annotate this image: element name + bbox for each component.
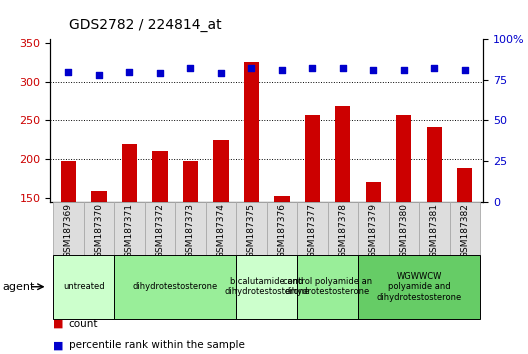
Text: GSM187374: GSM187374 [216,204,225,258]
Bar [145,202,175,258]
Bar [305,115,320,314]
Text: ■: ■ [53,340,63,350]
Text: GSM187377: GSM187377 [308,204,317,258]
Text: GSM187369: GSM187369 [64,204,73,258]
Point [64,69,73,74]
Text: GSM187382: GSM187382 [460,204,469,258]
Text: GDS2782 / 224814_at: GDS2782 / 224814_at [69,18,221,32]
Text: control polyamide an
dihydrotestosterone: control polyamide an dihydrotestosterone [283,277,372,296]
Point [186,65,195,71]
Point [369,67,378,73]
Text: dihydrotestosterone: dihydrotestosterone [133,282,218,291]
Point [308,65,317,71]
Point [430,65,439,71]
Text: GSM187370: GSM187370 [95,204,103,258]
Bar [449,202,480,258]
Point [278,67,286,73]
Point [156,70,164,76]
Bar [419,202,449,258]
Text: count: count [69,319,98,329]
Point [247,65,256,71]
Bar [206,202,236,258]
Bar [274,196,289,314]
Bar [53,255,114,319]
Text: WGWWCW
polyamide and
dihydrotestosterone: WGWWCW polyamide and dihydrotestosterone [376,272,461,302]
Bar [358,255,480,319]
Bar [366,182,381,314]
Bar [213,140,229,314]
Bar [84,202,114,258]
Text: GSM187371: GSM187371 [125,204,134,258]
Text: GSM187378: GSM187378 [338,204,347,258]
Bar [297,255,358,319]
Bar [183,161,198,314]
Bar [427,127,442,314]
Bar [267,202,297,258]
Text: percentile rank within the sample: percentile rank within the sample [69,340,244,350]
Point [125,69,134,74]
Bar [122,144,137,314]
Bar [152,150,167,314]
Bar [358,202,389,258]
Bar [236,202,267,258]
Text: agent: agent [3,282,35,292]
Bar [335,107,351,314]
Bar [327,202,358,258]
Text: GSM187379: GSM187379 [369,204,378,258]
Bar [236,255,297,319]
Bar [175,202,206,258]
Bar [91,191,107,314]
Bar [457,169,473,314]
Text: ■: ■ [53,319,63,329]
Text: GSM187373: GSM187373 [186,204,195,258]
Bar [114,255,236,319]
Bar [244,62,259,314]
Bar [389,202,419,258]
Text: GSM187375: GSM187375 [247,204,256,258]
Text: GSM187381: GSM187381 [430,204,439,258]
Point [400,67,408,73]
Bar [53,202,84,258]
Text: GSM187372: GSM187372 [155,204,164,258]
Text: untreated: untreated [63,282,105,291]
Point [338,65,347,71]
Bar [297,202,327,258]
Text: GSM187376: GSM187376 [277,204,286,258]
Point [95,72,103,78]
Text: GSM187380: GSM187380 [399,204,408,258]
Text: bicalutamide and
dihydrotestosterone: bicalutamide and dihydrotestosterone [224,277,309,296]
Point [460,67,469,73]
Bar [396,115,411,314]
Bar [114,202,145,258]
Point [216,70,225,76]
Bar [61,161,76,314]
